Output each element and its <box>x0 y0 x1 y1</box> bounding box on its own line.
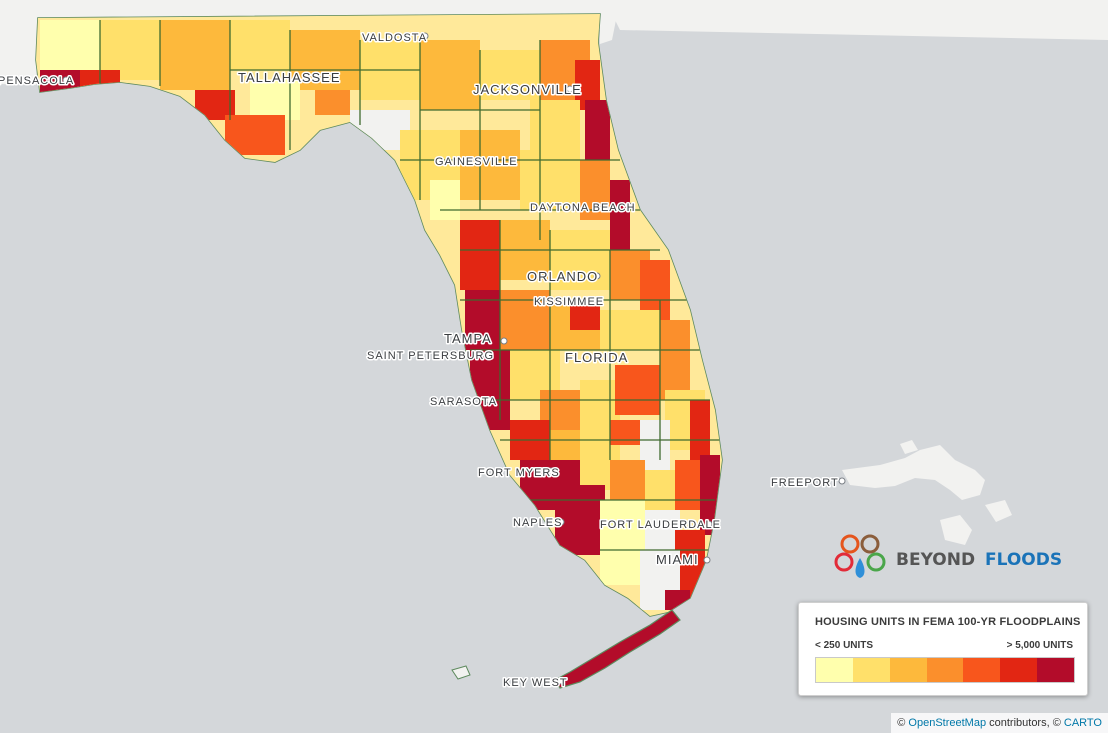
legend-swatch <box>1037 658 1075 682</box>
logo-text-beyond: BEYOND <box>896 550 975 570</box>
attribution: © OpenStreetMap contributors, © CARTO <box>891 713 1108 733</box>
bahamas-island <box>842 445 985 500</box>
svg-text:BEYOND FLOODS: BEYOND FLOODS <box>896 550 1062 570</box>
city-dot-stpete <box>477 351 485 359</box>
city-label-stpete: SAINT PETERSBURG <box>367 350 494 362</box>
legend-min-label: < 250 UNITS <box>815 640 874 651</box>
city-label-sarasota: SARASOTA <box>430 396 497 408</box>
city-label-ftlauderdale: FORT LAUDERDALE <box>600 519 721 531</box>
city-dot-sarasota <box>486 397 494 405</box>
city-dot-jacksonville <box>566 85 574 93</box>
region[interactable] <box>225 115 285 155</box>
city-label-kissimmee: KISSIMMEE <box>534 296 604 308</box>
city-label-jacksonville: JACKSONVILLE <box>473 82 582 97</box>
bahamas-island-2 <box>900 440 918 454</box>
legend-color-scale <box>815 657 1075 683</box>
region[interactable] <box>610 420 640 445</box>
bahamas-island-3 <box>940 515 972 545</box>
city-label-pensacola: PENSACOLA <box>0 75 74 87</box>
beyond-floods-logo: BEYOND FLOODS <box>834 530 1064 585</box>
florida-keys <box>554 609 681 689</box>
region[interactable] <box>290 30 360 90</box>
city-dot-tallahassee <box>330 73 338 81</box>
city-label-tallahassee: TALLAHASSEE <box>238 70 341 85</box>
logo-text-floods: FLOODS <box>985 550 1062 570</box>
region[interactable] <box>230 20 290 70</box>
legend: HOUSING UNITS IN FEMA 100-YR FLOODPLAINS… <box>798 602 1088 696</box>
city-label-freeport: FREEPORT <box>771 477 839 489</box>
region[interactable] <box>645 510 680 550</box>
region[interactable] <box>610 180 630 260</box>
carto-link[interactable]: CARTO <box>1063 717 1102 729</box>
region[interactable] <box>315 90 350 115</box>
logo-mark-icon: BEYOND FLOODS <box>834 534 1062 578</box>
city-label-orlando: ORLANDO <box>527 269 598 284</box>
city-dot-keywest <box>557 677 565 685</box>
city-label-fortmyers: FORT MYERS <box>478 467 560 479</box>
legend-swatch <box>963 658 1001 682</box>
region[interactable] <box>460 130 520 200</box>
region[interactable] <box>550 230 610 290</box>
legend-swatch <box>852 658 890 682</box>
region[interactable] <box>420 40 480 110</box>
city-label-miami: MIAMI <box>656 552 699 567</box>
city-dot-freeport <box>838 477 846 485</box>
city-dot-pensacola <box>62 76 70 84</box>
city-label-valdosta: VALDOSTA <box>362 32 427 44</box>
city-dot-gainesville <box>508 156 516 164</box>
region[interactable] <box>660 320 690 400</box>
region[interactable] <box>430 180 460 220</box>
city-dot-miami <box>703 556 711 564</box>
region[interactable] <box>690 400 710 460</box>
region[interactable] <box>570 300 600 330</box>
openstreetmap-link[interactable]: OpenStreetMap <box>908 717 987 729</box>
city-dot-orlando <box>593 272 601 280</box>
legend-swatch <box>926 658 964 682</box>
region[interactable] <box>585 100 610 160</box>
city-dot-naples <box>557 518 565 526</box>
region[interactable] <box>480 50 540 100</box>
city-label-gainesville: GAINESVILLE <box>435 156 518 168</box>
region[interactable] <box>610 460 645 505</box>
city-label-keywest: KEY WEST <box>503 677 568 689</box>
city-dot-fortmyers <box>547 467 555 475</box>
city-label-daytona: DAYTONA BEACH <box>530 202 636 214</box>
region[interactable] <box>615 365 660 415</box>
region[interactable] <box>600 310 660 350</box>
bahamas-island-4 <box>985 500 1012 522</box>
region[interactable] <box>600 500 645 555</box>
region[interactable] <box>645 470 675 510</box>
attribution-prefix: © <box>897 717 906 729</box>
city-dot-kissimmee <box>590 296 598 304</box>
city-label-naples: NAPLES <box>513 517 562 529</box>
attribution-middle: contributors, © <box>989 717 1061 729</box>
county-boundaries <box>99 20 720 551</box>
legend-swatch <box>1000 658 1038 682</box>
land-georgia-coast <box>600 0 620 44</box>
tortugas-island <box>451 665 471 680</box>
city-dot-daytona <box>625 202 633 210</box>
legend-swatch <box>889 658 927 682</box>
city-dot-valdosta <box>421 32 429 40</box>
region[interactable] <box>160 20 230 90</box>
city-dot-tampa <box>500 337 508 345</box>
region[interactable] <box>520 150 580 210</box>
legend-swatch <box>816 658 853 682</box>
city-dot-ftlauderdale <box>705 520 713 528</box>
region[interactable] <box>460 220 500 290</box>
region[interactable] <box>600 555 640 585</box>
legend-max-label: > 5,000 UNITS <box>1006 640 1073 651</box>
city-label-tampa: TAMPA <box>444 331 492 346</box>
city-labels: VALDOSTA PENSACOLA TALLAHASSEE JACKSONVILLE… <box>0 31 846 691</box>
legend-title: HOUSING UNITS IN FEMA 100-YR FLOODPLAINS <box>815 616 1081 628</box>
region[interactable] <box>250 80 300 120</box>
city-label-florida: FLORIDA <box>565 350 628 365</box>
